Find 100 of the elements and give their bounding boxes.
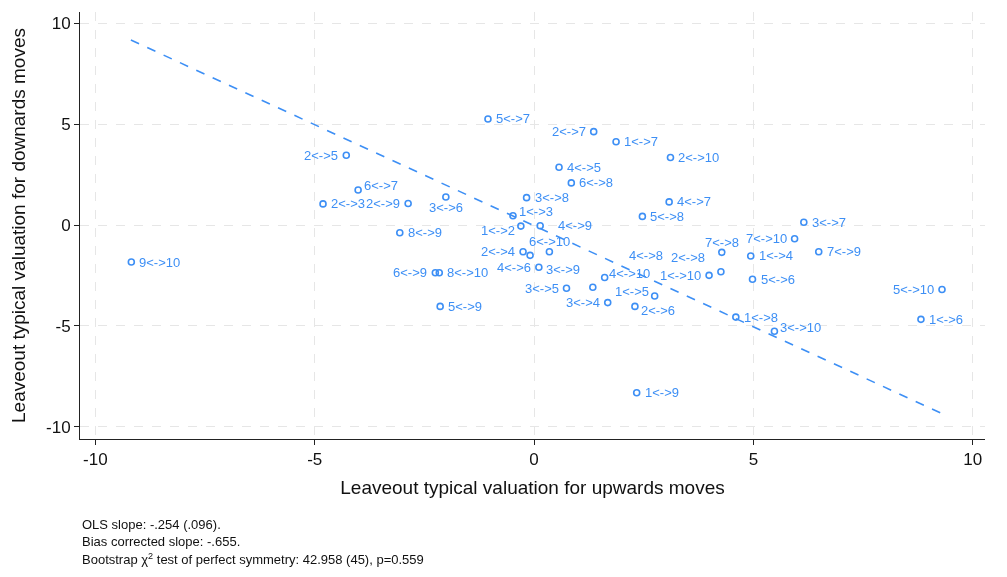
point	[517, 222, 525, 230]
annotation: 3<->4	[566, 295, 600, 310]
annotation: 8<->10	[447, 265, 489, 280]
annotation: 4<->9	[558, 218, 592, 233]
x-tick-label: -10	[83, 450, 108, 470]
x-tick-label: 10	[963, 450, 983, 470]
annotation: 6<->7	[364, 178, 398, 193]
annotation: 1<->5	[615, 284, 649, 299]
x-axis-title: Leaveout typical valuation for upwards moves	[340, 477, 725, 499]
annotation: 3<->8	[535, 190, 569, 205]
text: Bias corrected slope: -.655.	[82, 534, 241, 549]
annotation: 8<->9	[408, 225, 442, 240]
annotation: 1<->7	[624, 134, 658, 149]
point	[748, 275, 757, 283]
x-tick-label: -5	[307, 450, 323, 470]
y-tick-label: -5	[55, 316, 71, 336]
annotation: 2<->3	[331, 196, 365, 211]
annotation: 2<->7	[552, 124, 586, 139]
text: OLS slope: -.254 (.096).	[82, 517, 221, 532]
point	[519, 247, 527, 256]
point	[535, 263, 543, 272]
annotation: 3<->6	[429, 200, 463, 215]
y-axis-title: Leaveout typical valuation for downards moves	[7, 27, 29, 424]
annotation: 1<->8	[744, 310, 778, 325]
point	[509, 212, 517, 220]
text: Bootstrap χ$^{2}$ test of perfect symmetry: 42.958 (45), p=0.559	[82, 551, 424, 568]
annotation: 4<->5	[567, 160, 601, 175]
annotation: 9<->10	[139, 255, 181, 270]
y-tick-label: -10	[46, 417, 71, 437]
annotation: 1<->2	[481, 223, 515, 238]
y-tick-label: 10	[51, 14, 71, 34]
point	[717, 267, 725, 276]
annotation: 5<->7	[496, 111, 530, 126]
point	[650, 292, 659, 300]
point	[631, 302, 639, 311]
annotation: 1<->3	[519, 204, 553, 219]
point	[127, 258, 136, 266]
point	[526, 251, 534, 260]
annotation: 3<->9	[546, 262, 580, 277]
annotation: 4<->6	[497, 260, 531, 275]
annotation: 7<->10	[746, 231, 788, 246]
annotation: 2<->5	[304, 148, 338, 163]
point	[567, 179, 576, 187]
annotation: 6<->10	[529, 234, 571, 249]
point	[612, 137, 620, 146]
annotation: 1<->9	[645, 385, 679, 400]
x-tick-label: 0	[529, 450, 539, 470]
point	[522, 193, 531, 202]
annotation: 5<->8	[650, 209, 684, 224]
point	[354, 186, 362, 194]
point	[705, 271, 713, 280]
annotation: 7<->8	[705, 235, 739, 250]
point	[800, 218, 808, 227]
annotation: 6<->8	[579, 175, 613, 190]
point	[666, 153, 675, 162]
point	[442, 193, 450, 201]
point	[938, 285, 946, 294]
point	[319, 200, 327, 208]
annotation: 2<->9	[366, 196, 400, 211]
y-tick-label: 0	[61, 216, 71, 236]
point	[746, 252, 755, 260]
point	[665, 198, 673, 206]
annotation: 5<->10	[893, 282, 935, 297]
point	[589, 283, 597, 292]
annotation: 2<->4	[481, 244, 515, 259]
point	[484, 115, 492, 123]
y-tick-label: 5	[61, 115, 71, 135]
point	[603, 298, 612, 307]
annotation: 2<->6	[641, 303, 675, 318]
point	[436, 302, 444, 311]
point	[536, 221, 544, 230]
point	[732, 313, 740, 321]
point	[770, 327, 779, 336]
annotation: 5<->9	[448, 299, 482, 314]
point	[562, 284, 571, 293]
point	[917, 315, 925, 324]
point	[396, 228, 404, 237]
point	[435, 268, 444, 277]
point	[589, 127, 598, 136]
annotation: 6<->9	[393, 265, 427, 280]
point	[431, 268, 440, 277]
point	[814, 247, 823, 256]
point	[638, 212, 647, 221]
annotation: 2<->8	[671, 250, 705, 265]
point	[555, 163, 563, 171]
annotation: 3<->7	[812, 215, 846, 230]
annotation: 5<->6	[761, 272, 795, 287]
annotation: 1<->10	[660, 268, 702, 283]
point	[600, 273, 609, 282]
point	[545, 247, 554, 256]
annotation: 4<->8	[629, 248, 663, 263]
annotation: 2<->10	[678, 150, 720, 165]
annotation: 3<->5	[525, 281, 559, 296]
annotation: 1<->4	[759, 248, 793, 263]
point	[632, 388, 641, 397]
annotation: 3<->10	[780, 320, 822, 335]
annotation: 1<->6	[929, 312, 963, 327]
annotation: 7<->9	[827, 244, 861, 259]
annotation: 4<->7	[677, 194, 711, 209]
point	[790, 235, 799, 243]
